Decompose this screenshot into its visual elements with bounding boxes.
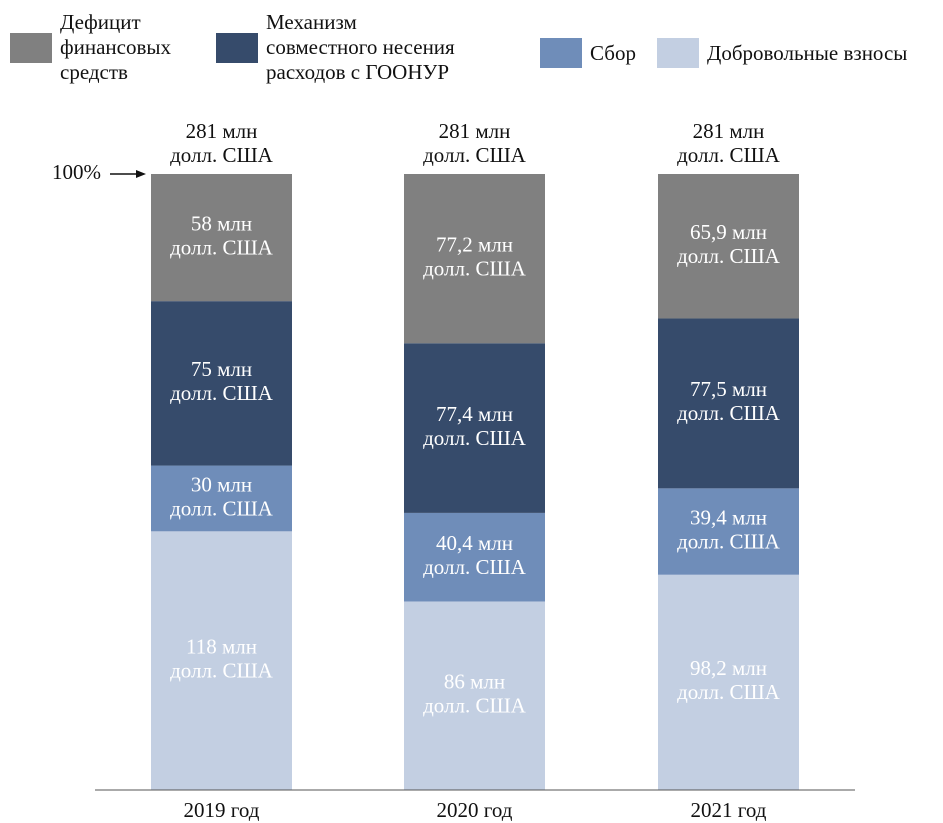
x-tick-label: 2021 год bbox=[691, 798, 767, 822]
value-label: 98,2 млн bbox=[690, 656, 767, 680]
value-label: долл. США bbox=[677, 680, 781, 704]
legend-label: Сбор bbox=[590, 40, 636, 65]
value-label: долл. США bbox=[423, 694, 527, 718]
bar-segment bbox=[658, 318, 799, 489]
value-label: 77,4 млн bbox=[436, 402, 513, 426]
value-label: 58 млн bbox=[191, 211, 252, 235]
value-label: 40,4 млн bbox=[436, 531, 513, 555]
value-label: долл. США bbox=[423, 256, 527, 280]
total-label: долл. США bbox=[423, 143, 527, 167]
value-label: 65,9 млн bbox=[690, 220, 767, 244]
legend-item: Сбор bbox=[540, 38, 710, 68]
total-label: 281 млн bbox=[693, 119, 765, 143]
bar-segment bbox=[404, 174, 545, 344]
bar-segment bbox=[658, 574, 799, 790]
total-label: долл. США bbox=[170, 143, 274, 167]
value-label: долл. США bbox=[423, 555, 527, 579]
value-label: долл. США bbox=[170, 235, 274, 259]
legend-item: Механизм совместного несения расходов с … bbox=[216, 10, 464, 85]
legend-label: Механизм совместного несения расходов с … bbox=[266, 10, 455, 84]
value-label: 39,4 млн bbox=[690, 505, 767, 529]
total-label: 281 млн bbox=[439, 119, 511, 143]
value-label: долл. США bbox=[677, 529, 781, 553]
annotation-arrowhead bbox=[136, 170, 146, 178]
total-label: 281 млн bbox=[186, 119, 258, 143]
bar-segment bbox=[151, 174, 292, 302]
legend-swatch bbox=[10, 32, 52, 63]
value-label: 77,2 млн bbox=[436, 232, 513, 256]
legend-swatch bbox=[657, 38, 699, 68]
bar-segment bbox=[404, 343, 545, 513]
legend-item: Добровольные взносы bbox=[657, 38, 943, 68]
x-tick-label: 2020 год bbox=[437, 798, 513, 822]
value-label: долл. США bbox=[170, 658, 274, 682]
bar-segment bbox=[151, 301, 292, 466]
value-label: долл. США bbox=[677, 401, 781, 425]
value-label: долл. США bbox=[423, 426, 527, 450]
annotation: 100% bbox=[52, 160, 101, 184]
legend-label: Дефицит финансовых средств bbox=[60, 10, 171, 84]
bar-segment bbox=[151, 531, 292, 790]
legend-label: Добровольные взносы bbox=[707, 40, 908, 65]
value-label: 77,5 млн bbox=[690, 377, 767, 401]
bar-segment bbox=[151, 465, 292, 532]
value-label: 30 млн bbox=[191, 472, 252, 496]
legend-item: Дефицит финансовых средств bbox=[10, 10, 200, 85]
value-label: 118 млн bbox=[186, 634, 257, 658]
bar-segment bbox=[658, 174, 799, 319]
value-label: долл. США bbox=[170, 496, 274, 520]
legend-swatch bbox=[540, 38, 582, 68]
value-label: долл. США bbox=[677, 244, 781, 268]
value-label: 86 млн bbox=[444, 670, 505, 694]
bar-segment bbox=[658, 488, 799, 575]
total-label: долл. США bbox=[677, 143, 781, 167]
value-label: 75 млн bbox=[191, 357, 252, 381]
legend-swatch bbox=[216, 32, 258, 63]
bar-segment bbox=[404, 512, 545, 602]
x-tick-label: 2019 год bbox=[184, 798, 260, 822]
value-label: долл. США bbox=[170, 381, 274, 405]
bar-segment bbox=[404, 601, 545, 790]
